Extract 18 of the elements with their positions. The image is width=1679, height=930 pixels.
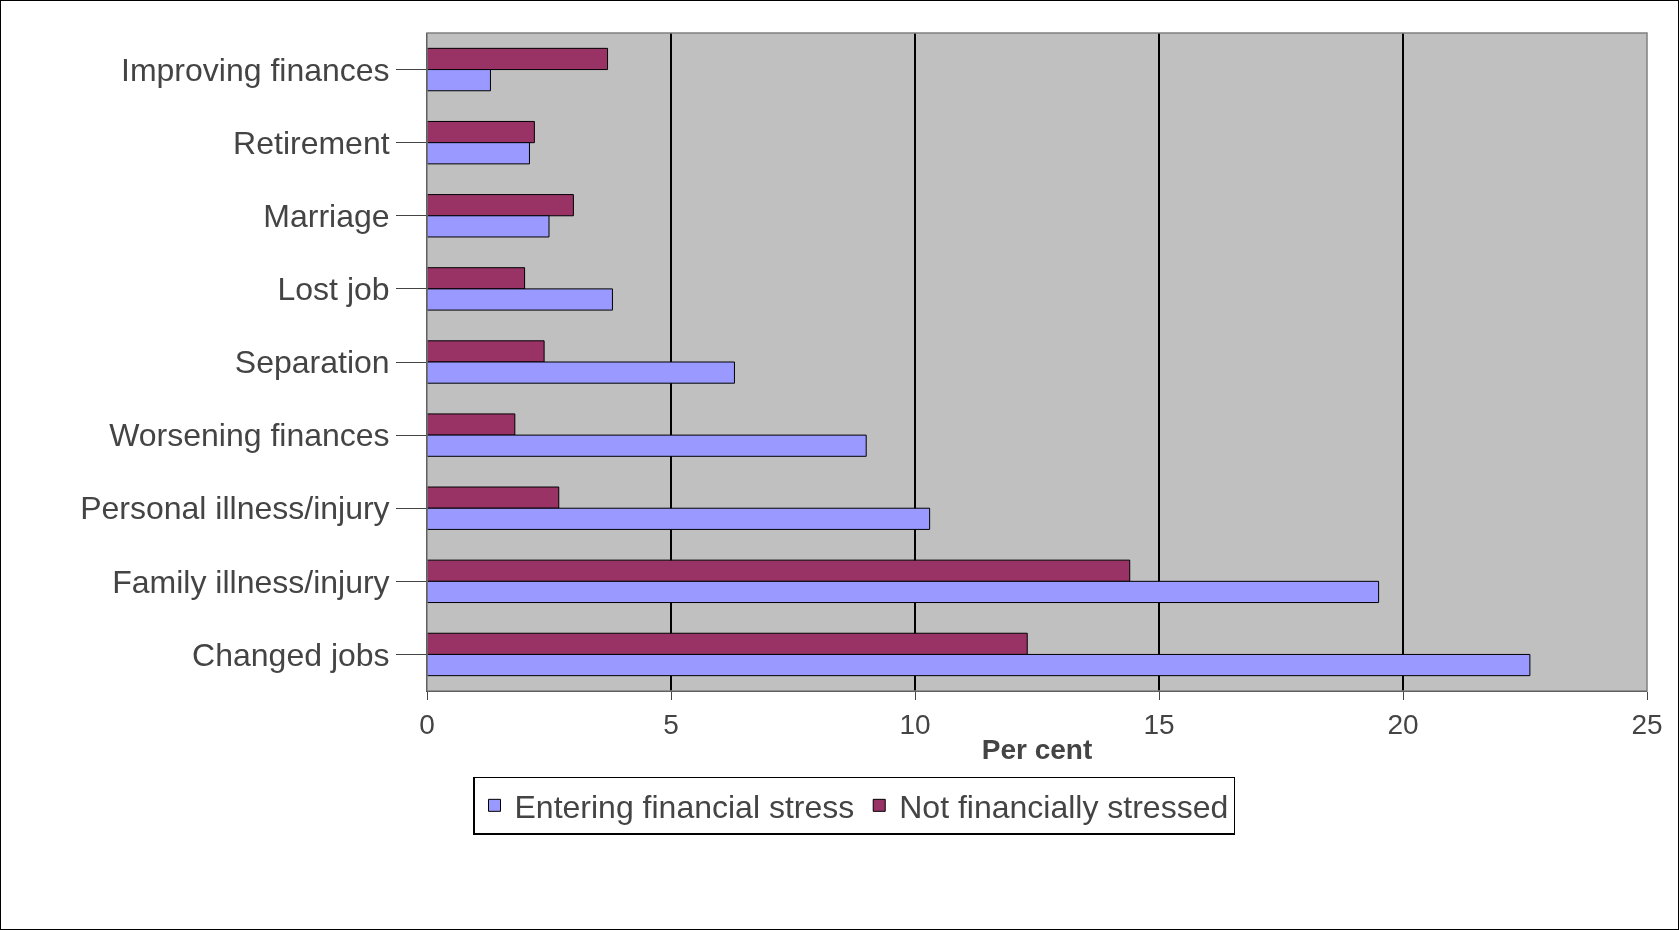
y-tick-label: Family illness/injury <box>112 563 390 600</box>
x-tick-label: 10 <box>899 708 931 740</box>
x-tick-label: 25 <box>1631 708 1663 740</box>
x-tick-label: 20 <box>1387 708 1419 740</box>
y-tick-label: Worsening finances <box>109 417 390 454</box>
y-tick-label: Personal illness/injury <box>80 490 390 527</box>
y-tick-label: Retirement <box>233 124 390 161</box>
y-tick-label: Marriage <box>263 197 390 234</box>
x-tick-label: 5 <box>663 708 679 740</box>
x-tick-label: 15 <box>1143 708 1175 740</box>
x-axis-title: Per cent <box>981 733 1093 765</box>
y-tick-label: Separation <box>234 344 390 381</box>
y-tick-label: Improving finances <box>121 51 390 88</box>
x-tick-label: 0 <box>419 708 435 740</box>
legend-label: Entering financial stress <box>514 788 855 825</box>
legend-label: Not financially stressed <box>899 788 1229 825</box>
y-tick-label: Lost job <box>277 271 390 308</box>
y-tick-label: Changed jobs <box>192 636 390 673</box>
